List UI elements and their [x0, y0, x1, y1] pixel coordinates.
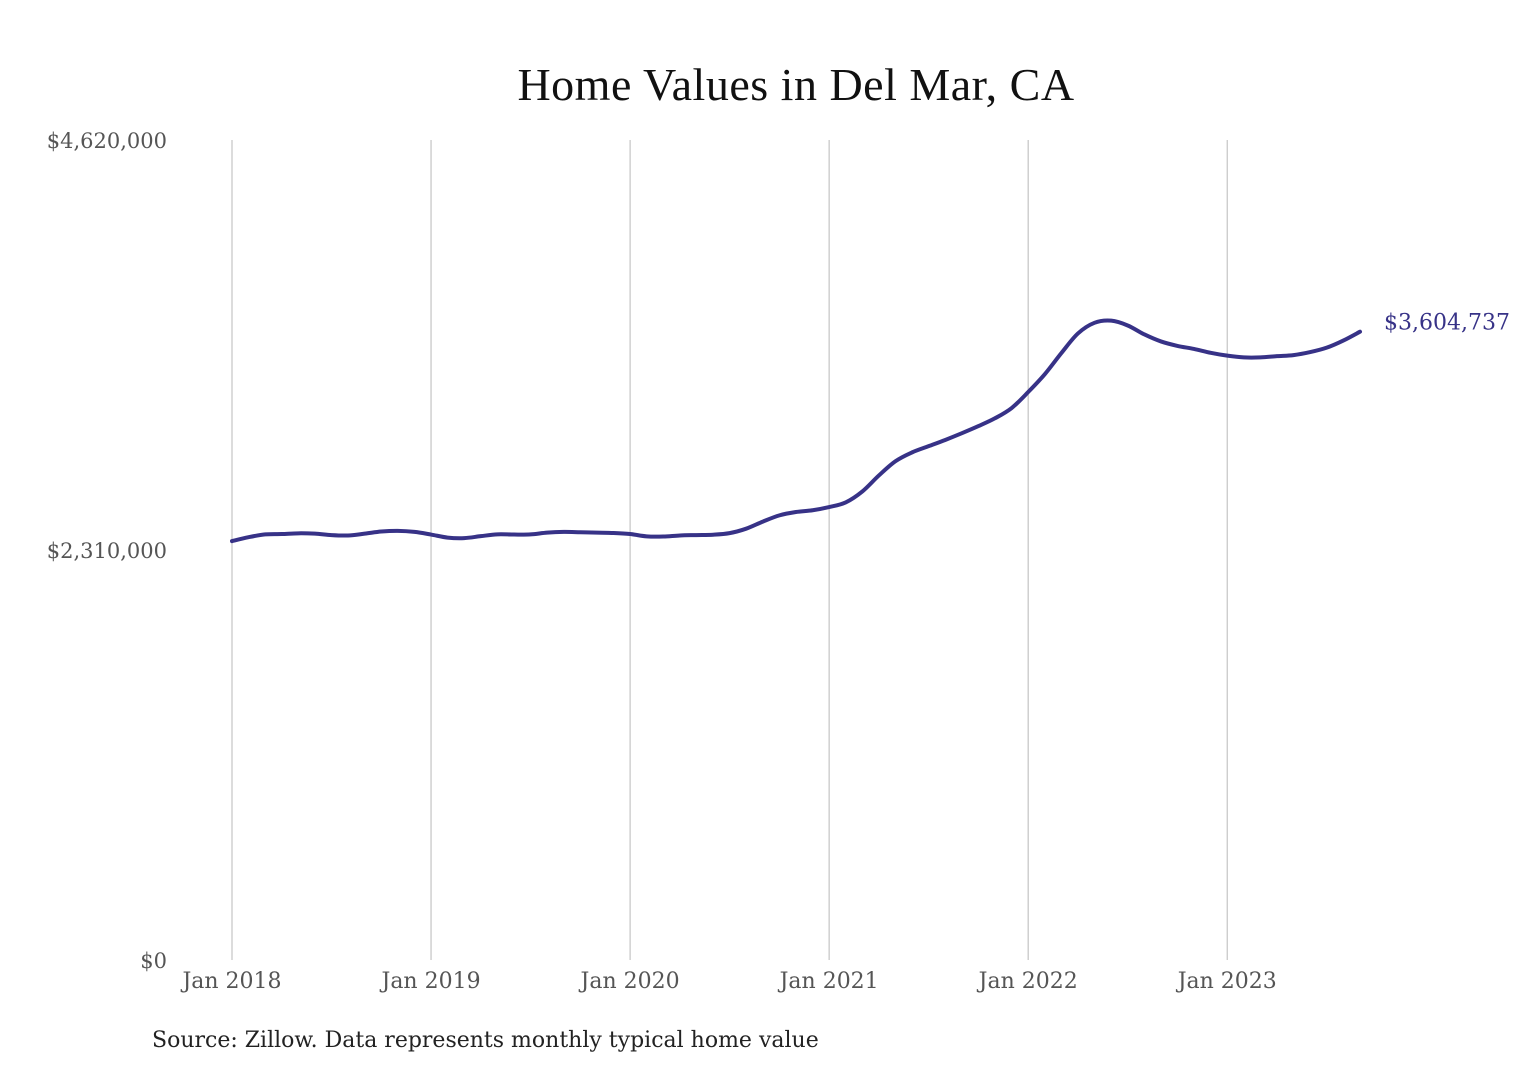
- y-tick-label: $2,310,000: [47, 539, 167, 563]
- y-axis-tick-labels: $0 $2,310,000 $4,620,000: [47, 129, 167, 973]
- y-tick-label: $4,620,000: [47, 129, 167, 153]
- end-value-label: $3,604,737: [1384, 311, 1510, 336]
- vertical-gridlines: [231, 140, 1228, 960]
- x-tick-label: Jan 2019: [380, 969, 481, 994]
- annotation-layer: $3,604,737: [1384, 311, 1510, 336]
- chart-title: Home Values in Del Mar, CA: [517, 59, 1075, 110]
- x-axis-tick-labels: Jan 2018 Jan 2019 Jan 2020 Jan 2021 Jan 2022…: [180, 969, 1276, 994]
- series-line-home-value: [230, 318, 1362, 544]
- series-layer: [230, 318, 1362, 544]
- x-tick-label: Jan 2023: [1176, 969, 1277, 994]
- x-tick-label: Jan 2021: [778, 969, 879, 994]
- x-tick-label: Jan 2022: [977, 969, 1078, 994]
- x-tick-label: Jan 2020: [579, 969, 680, 994]
- y-tick-label: $0: [140, 949, 167, 973]
- x-tick-label: Jan 2018: [180, 969, 281, 994]
- source-note: Source: Zillow. Data represents monthly …: [152, 1028, 819, 1053]
